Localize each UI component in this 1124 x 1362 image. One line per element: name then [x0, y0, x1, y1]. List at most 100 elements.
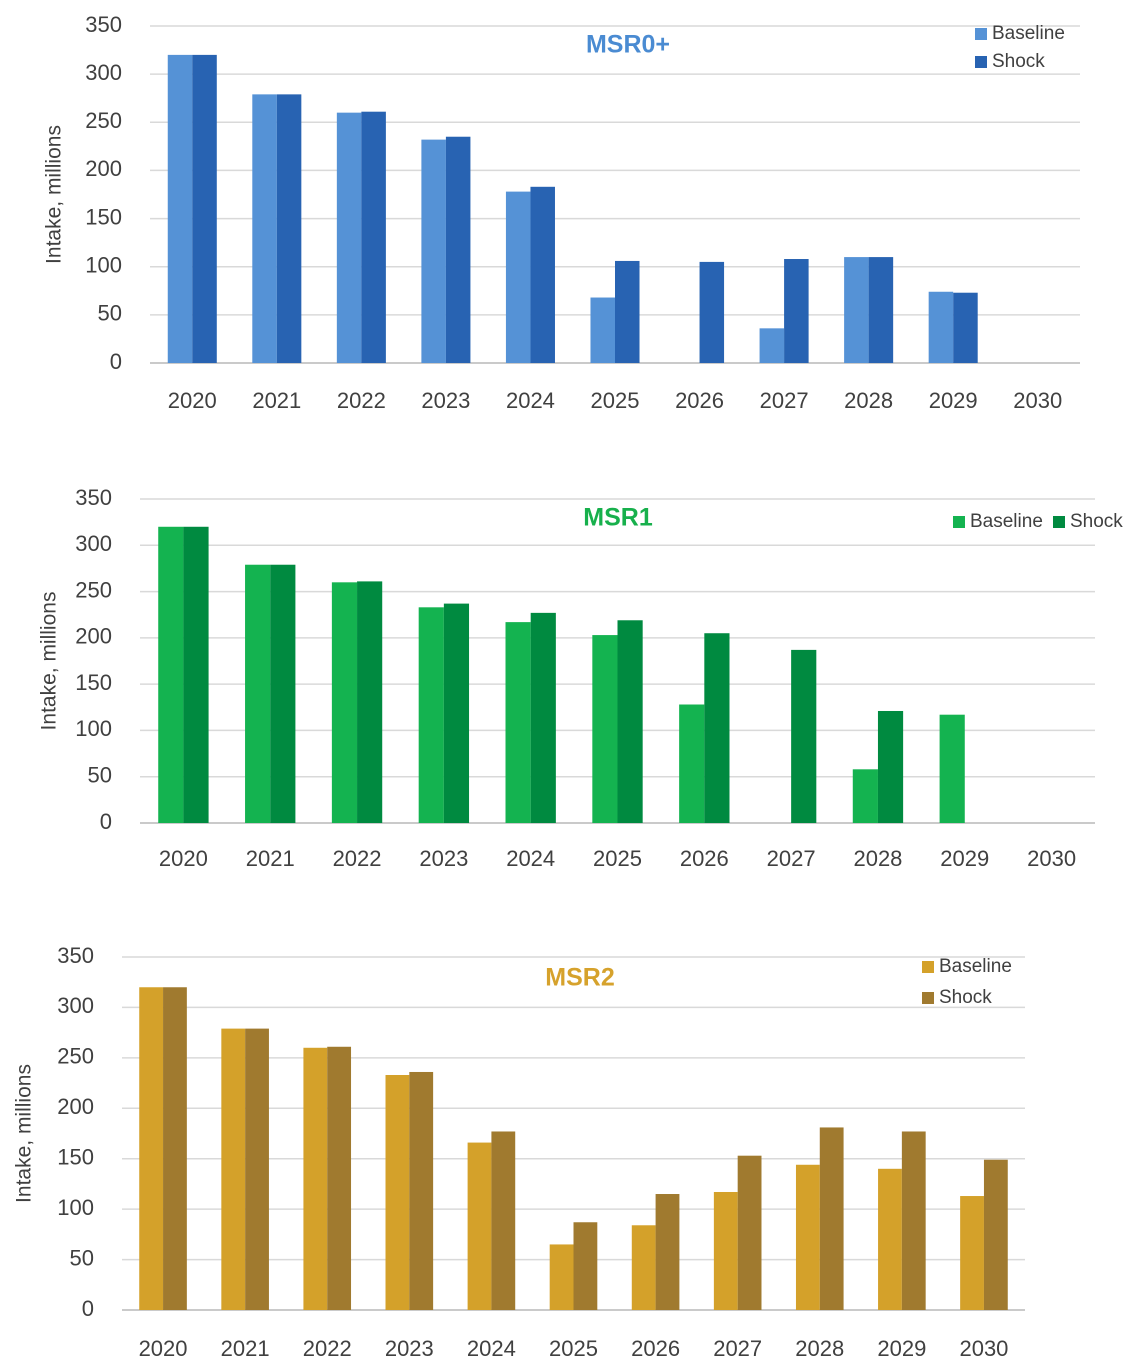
bar: [445, 136, 471, 363]
legend-label: Shock: [939, 987, 992, 1008]
bar: [336, 112, 362, 364]
y-tick-label: 0: [110, 349, 122, 374]
x-tick-label: 2026: [631, 1336, 680, 1361]
y-tick-label: 150: [85, 204, 122, 229]
bar: [139, 987, 164, 1310]
y-tick-label: 50: [98, 301, 122, 326]
bar: [573, 1222, 598, 1310]
x-tick-label: 2021: [252, 388, 301, 413]
x-tick-label: 2020: [168, 388, 217, 413]
legend-swatch: [1053, 516, 1065, 528]
bar: [592, 635, 618, 823]
x-tick-label: 2027: [767, 846, 816, 871]
bar: [953, 292, 978, 363]
x-tick-label: 2029: [929, 388, 978, 413]
y-tick-label: 150: [57, 1145, 94, 1170]
x-tick-label: 2021: [221, 1336, 270, 1361]
x-tick-label: 2028: [844, 388, 893, 413]
y-tick-label: 200: [85, 156, 122, 181]
x-tick-label: 2029: [940, 846, 989, 871]
bar: [617, 620, 643, 823]
x-tick-label: 2025: [593, 846, 642, 871]
x-tick-label: 2024: [467, 1336, 516, 1361]
bar: [505, 191, 531, 363]
bar: [795, 1164, 820, 1310]
bar: [183, 526, 209, 823]
x-tick-label: 2030: [959, 1336, 1008, 1361]
bar: [245, 564, 271, 823]
x-tick-label: 2029: [877, 1336, 926, 1361]
legend-swatch: [975, 28, 987, 40]
y-tick-label: 50: [70, 1245, 94, 1270]
bar: [791, 649, 817, 823]
legend-swatch: [922, 961, 934, 973]
bar: [615, 260, 640, 363]
y-tick-label: 250: [85, 108, 122, 133]
y-tick-label: 350: [85, 12, 122, 37]
bar: [631, 1225, 656, 1310]
bar: [357, 581, 383, 823]
x-tick-label: 2026: [680, 846, 729, 871]
bar: [655, 1194, 680, 1310]
bar: [491, 1131, 516, 1310]
y-tick-label: 350: [75, 485, 112, 510]
chart-title: MSR1: [583, 504, 653, 532]
y-tick-label: 100: [57, 1195, 94, 1220]
bar: [878, 1168, 902, 1310]
bar: [409, 1071, 434, 1310]
bar: [699, 261, 725, 363]
chart-title: MSR2: [545, 964, 614, 992]
x-tick-label: 2025: [549, 1336, 598, 1361]
bar: [192, 54, 217, 364]
chart-title: MSR0+: [586, 31, 670, 59]
legend-swatch: [975, 56, 987, 68]
x-tick-label: 2030: [1027, 846, 1076, 871]
bar: [221, 1028, 246, 1310]
bar: [158, 526, 184, 823]
y-tick-label: 100: [75, 716, 112, 741]
legend-swatch: [922, 992, 934, 1004]
legend-label: Baseline: [970, 511, 1043, 532]
x-tick-label: 2022: [337, 388, 386, 413]
bar: [252, 94, 277, 363]
bar: [983, 1159, 1008, 1310]
x-tick-label: 2028: [795, 1336, 844, 1361]
bar: [852, 769, 878, 823]
bar: [590, 297, 615, 363]
bar: [276, 94, 302, 363]
y-axis-label: Intake, millions: [43, 125, 66, 264]
bar: [877, 710, 904, 823]
y-tick-label: 350: [57, 943, 94, 968]
bar: [549, 1244, 574, 1310]
legend-label: Shock: [1070, 511, 1123, 532]
bar: [270, 564, 296, 823]
bar: [928, 291, 954, 363]
x-tick-label: 2027: [760, 388, 809, 413]
x-tick-label: 2023: [419, 846, 468, 871]
x-tick-label: 2027: [713, 1336, 762, 1361]
x-tick-label: 2020: [159, 846, 208, 871]
bar: [418, 607, 444, 823]
bar: [421, 139, 446, 363]
bar: [167, 54, 193, 364]
bar: [245, 1028, 269, 1310]
bar: [939, 714, 965, 823]
bar: [868, 257, 894, 363]
bar: [303, 1047, 328, 1310]
y-tick-label: 200: [75, 624, 112, 649]
x-tick-label: 2022: [303, 1336, 352, 1361]
y-tick-label: 250: [75, 577, 112, 602]
y-tick-label: 0: [100, 809, 112, 834]
y-axis-label: Intake, millions: [13, 1064, 36, 1203]
x-tick-label: 2023: [385, 1336, 434, 1361]
y-tick-label: 100: [85, 253, 122, 278]
bar: [327, 1046, 352, 1310]
bar: [759, 328, 785, 363]
y-tick-label: 300: [75, 531, 112, 556]
x-tick-label: 2021: [246, 846, 295, 871]
x-tick-label: 2024: [506, 388, 555, 413]
bar: [331, 582, 358, 823]
bar: [530, 612, 556, 823]
